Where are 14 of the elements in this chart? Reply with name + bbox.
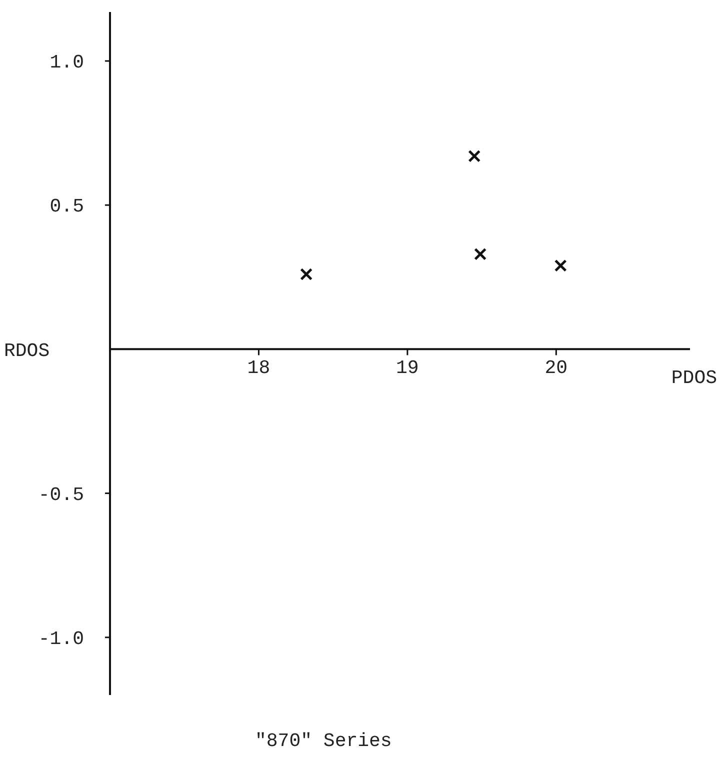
x-tick-label: 18 — [247, 357, 270, 380]
point — [300, 268, 313, 280]
point — [474, 248, 487, 260]
y-axis-title: RDOS — [4, 340, 50, 362]
point — [554, 259, 567, 272]
y-tick-label: -0.5 — [38, 484, 84, 506]
y-tick-label: 1.0 — [50, 52, 84, 74]
text: "870" Series — [255, 730, 392, 752]
y-tick-label: 0.5 — [50, 196, 84, 218]
x-tick-label: 20 — [544, 357, 568, 380]
x-axis-title: PDOS — [671, 367, 717, 390]
y-tick-label: -1.0 — [38, 628, 84, 650]
point — [468, 150, 481, 162]
x-tick-label: 19 — [396, 357, 419, 380]
